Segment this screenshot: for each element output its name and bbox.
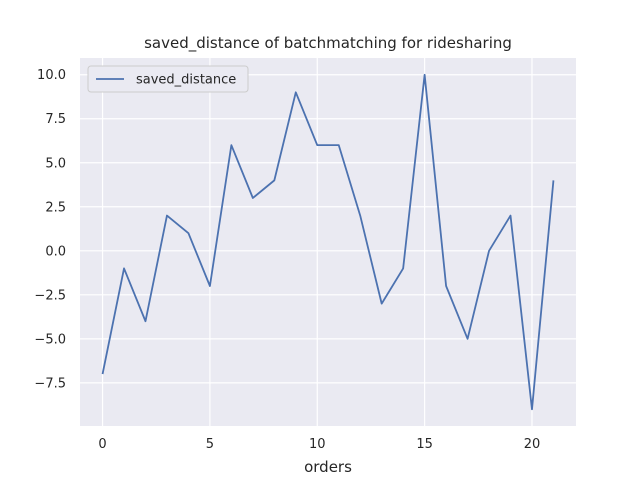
x-tick-label: 0	[98, 437, 106, 452]
y-tick-label: 2.5	[45, 200, 66, 215]
x-axis-ticks: 0 5 10 15 20	[98, 437, 540, 452]
y-tick-label: 5.0	[45, 156, 66, 171]
x-tick-label: 20	[524, 437, 541, 452]
y-tick-label: 10.0	[37, 68, 66, 83]
y-tick-label: 0.0	[45, 244, 66, 259]
legend-box	[87, 65, 249, 93]
x-axis-title: orders	[304, 458, 352, 476]
series-lines	[101, 73, 555, 411]
y-tick-label: −2.5	[34, 288, 66, 303]
x-tick-label: 15	[416, 437, 433, 452]
legend-label: saved_distance	[136, 73, 236, 88]
plot-area	[80, 58, 576, 426]
legend: saved_distance	[87, 65, 249, 93]
grid-lines	[80, 58, 576, 426]
series-line	[101, 73, 555, 411]
x-tick-label: 5	[206, 437, 214, 452]
chart-title: saved_distance of batchmatching for ride…	[144, 34, 512, 53]
y-axis-ticks: −7.5 −5.0 −2.5 0.0 2.5 5.0 7.5 10.0	[34, 68, 66, 391]
x-tick-label: 10	[309, 437, 326, 452]
y-tick-label: 7.5	[45, 112, 66, 127]
y-tick-label: −7.5	[34, 376, 66, 391]
y-tick-label: −5.0	[34, 332, 66, 347]
